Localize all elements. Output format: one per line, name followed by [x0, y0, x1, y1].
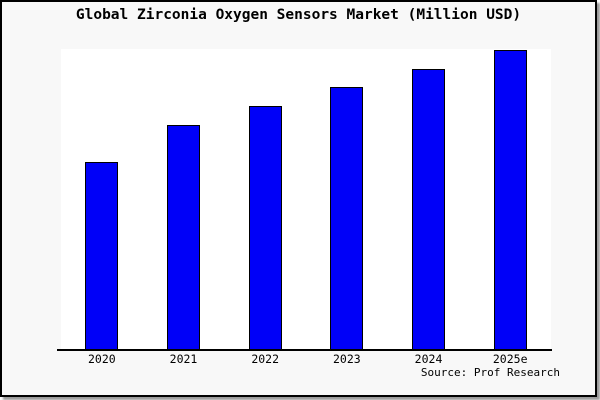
x-tick-2025e: 2025e	[492, 352, 528, 366]
bar-slot-2021	[143, 49, 225, 350]
x-tick-2020: 2020	[87, 352, 116, 366]
plot-area	[61, 49, 551, 350]
bar-2022	[248, 106, 282, 350]
x-tick-2022: 2022	[251, 352, 280, 366]
bar-2023	[330, 87, 364, 350]
x-axis-tick-labels: 2020 2021 2022 2023 2024 2025e	[61, 353, 551, 366]
bar-slot-2022	[224, 49, 306, 350]
bar-2020	[85, 162, 119, 350]
bar-slot-2024	[388, 49, 470, 350]
bar-2021	[167, 125, 200, 350]
bar-2024	[412, 69, 446, 350]
chart-title: Global Zirconia Oxygen Sensors Market (M…	[75, 7, 522, 23]
bar-slot-2020	[61, 49, 143, 350]
bar-slot-2025e	[469, 49, 551, 350]
x-tick-2021: 2021	[169, 352, 198, 366]
source-note: Source: Prof Research	[420, 366, 560, 379]
x-axis-line	[57, 349, 552, 351]
x-tick-2024: 2024	[414, 352, 443, 366]
bar-slot-2023	[306, 49, 388, 350]
x-tick-2023: 2023	[333, 352, 361, 366]
bar-2025e	[493, 50, 527, 350]
